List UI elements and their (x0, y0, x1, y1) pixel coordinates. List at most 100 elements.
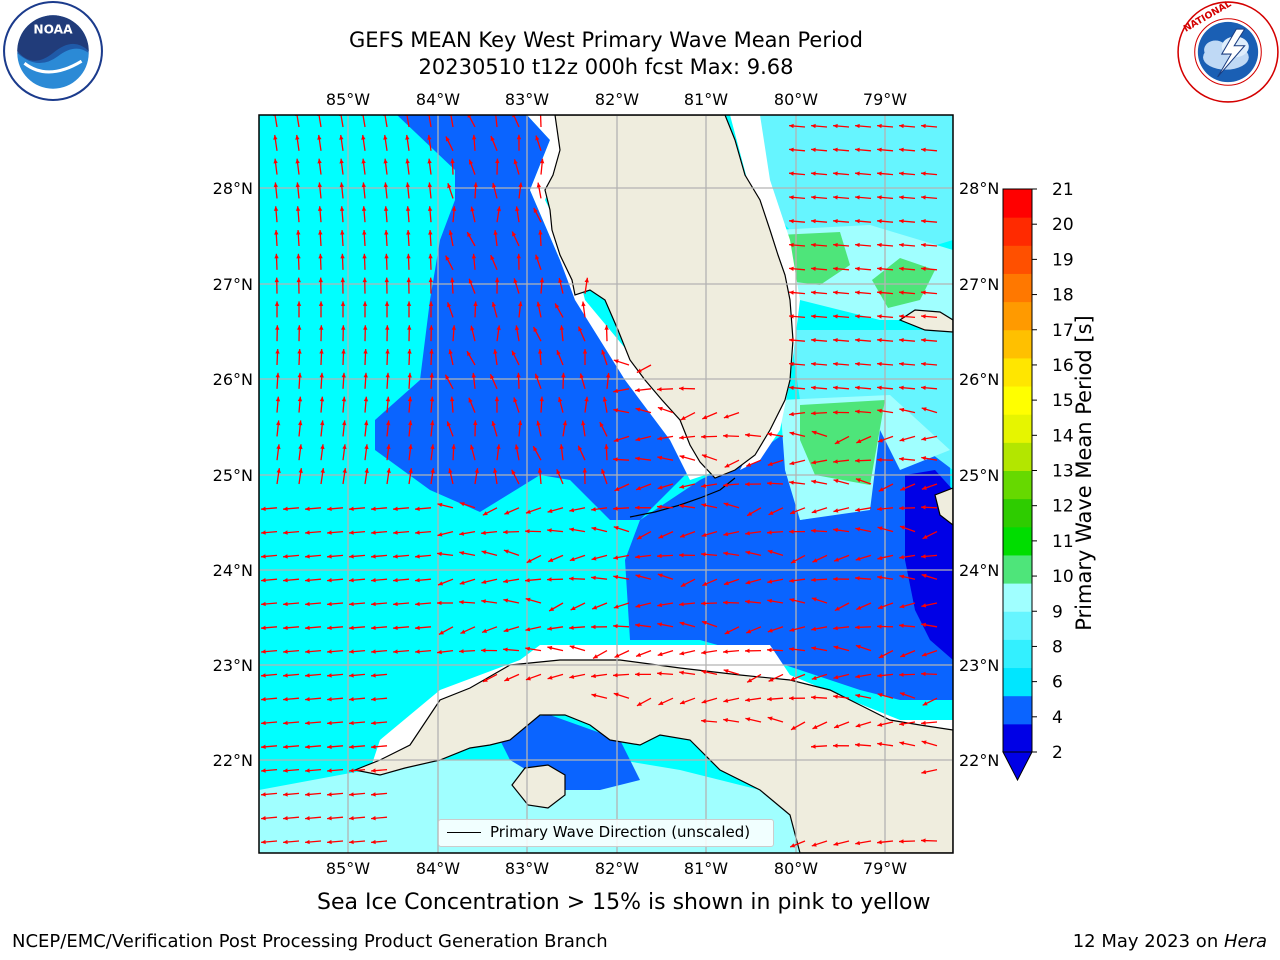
wave-direction-arrowhead (327, 816, 332, 821)
wave-direction-arrowhead (584, 396, 589, 402)
wave-direction-arrowhead (855, 123, 860, 129)
wave-direction-arrowhead (658, 534, 664, 539)
wave-direction-arrowhead (525, 509, 531, 514)
wave-direction-arrowhead (569, 674, 575, 679)
wave-direction-arrowhead (261, 720, 266, 726)
wave-direction-arrowhead (504, 510, 510, 515)
wave-direction-arrowhead (899, 574, 905, 579)
lat-label: 28°N (959, 179, 999, 198)
lat-label: 25°N (213, 466, 253, 485)
wave-direction-arrowhead (504, 677, 510, 682)
national-weather-service-logo-icon: NATIONAL (1177, 0, 1279, 103)
wave-direction-arrowhead (811, 430, 817, 435)
wave-direction-arrowhead (305, 506, 310, 511)
wave-direction-arrowhead (273, 158, 278, 164)
wave-direction-arrowhead (635, 672, 640, 677)
wave-direction-arrowhead (602, 396, 608, 402)
wave-direction-arrowhead (899, 385, 904, 390)
wave-direction-arrowhead (362, 253, 367, 259)
wave-direction-arrowhead (317, 158, 322, 164)
wave-direction-arrowhead (746, 629, 752, 634)
wave-direction-arrowhead (261, 697, 266, 702)
wave-direction-arrowhead (371, 649, 376, 654)
wave-direction-arrowhead (855, 195, 860, 200)
wave-direction-arrowhead (547, 528, 552, 533)
wave-direction-arrowhead (569, 645, 575, 650)
wave-direction-arrowhead (261, 839, 266, 845)
wave-direction-arrowhead (493, 230, 498, 235)
lat-label: 28°N (213, 179, 253, 198)
wave-direction-arrowhead (833, 195, 838, 200)
wave-direction-arrowhead (386, 468, 391, 473)
wave-direction-arrowhead (525, 529, 530, 534)
lat-lon-grid (259, 115, 953, 853)
wave-direction-arrowhead (406, 253, 411, 259)
wave-direction-arrowhead (791, 725, 796, 730)
wave-direction-arrowhead (833, 478, 839, 484)
period-contour-8-9s (259, 760, 953, 853)
wave-direction-arrowhead (393, 554, 398, 559)
wave-direction-arrowhead (811, 123, 816, 129)
wave-direction-arrowhead (384, 301, 390, 306)
wave-direction-arrowhead (494, 396, 500, 402)
wave-direction-arrowhead (789, 314, 794, 319)
wave-direction-arrowhead (283, 768, 288, 773)
wave-direction-arrowhead (833, 242, 838, 248)
wave-direction-arrowhead (921, 195, 926, 200)
wave-direction-arrowhead (428, 230, 433, 235)
wave-direction-arrowhead (349, 673, 354, 678)
wave-direction-arrowhead (503, 598, 509, 603)
wave-direction-arrowhead (273, 182, 278, 188)
wave-direction-arrowhead (327, 697, 332, 702)
wave-direction-arrowhead (408, 468, 413, 473)
wave-direction-arrowhead (833, 171, 838, 176)
wave-direction-arrowhead (327, 506, 332, 511)
wave-direction-arrowhead (261, 673, 266, 678)
colorbar-tick-label: 10 (1052, 567, 1074, 587)
wave-direction-arrowhead (767, 628, 773, 633)
wave-direction-arrowhead (471, 372, 476, 378)
wave-direction-arrowhead (327, 530, 332, 535)
wave-direction-arrowhead (702, 415, 708, 420)
wave-direction-arrowhead (767, 647, 772, 653)
wave-direction-arrowhead (473, 420, 478, 425)
wave-direction-arrowhead (327, 744, 332, 749)
wave-direction-arrowhead (723, 414, 729, 419)
wave-direction-arrowhead (317, 182, 322, 188)
wave-direction-arrowhead (494, 277, 500, 283)
wave-direction-arrowhead (679, 602, 684, 607)
wave-direction-arrowhead (450, 158, 455, 164)
wave-direction-arrowhead (789, 123, 794, 129)
wave-direction-arrowhead (582, 349, 588, 354)
wave-direction-arrowhead (723, 502, 729, 507)
wave-direction-arrowhead (789, 431, 795, 436)
wave-direction-arrowhead (834, 606, 840, 611)
wave-direction-arrow (296, 115, 300, 128)
wave-direction-arrowhead (535, 135, 540, 141)
wave-direction-arrowhead (298, 468, 303, 473)
wave-direction-arrowhead (723, 580, 729, 586)
wave-direction-arrowhead (855, 693, 861, 699)
land-cuba (352, 659, 953, 853)
wave-direction-arrowhead (428, 253, 433, 259)
wave-direction-arrowhead (273, 134, 278, 140)
wave-direction-arrowhead (283, 816, 288, 821)
wave-direction-arrowhead (283, 530, 288, 535)
wave-direction-arrowhead (317, 206, 323, 211)
wave-direction-arrowhead (349, 649, 354, 654)
wave-direction-arrowhead (745, 599, 750, 604)
wave-direction-arrowhead (393, 601, 398, 607)
wave-direction-arrowhead (503, 628, 509, 633)
wave-direction-arrowhead (877, 171, 882, 176)
wave-direction-arrowhead (514, 325, 520, 331)
wave-direction-arrowhead (724, 630, 730, 634)
wave-direction-arrowhead (320, 420, 325, 426)
wave-direction-arrowhead (833, 266, 838, 271)
wave-direction-arrowhead (297, 396, 303, 402)
wave-direction-arrowhead (518, 182, 523, 188)
wave-direction-arrowhead (496, 206, 501, 212)
lat-label: 27°N (213, 275, 253, 294)
wave-direction-arrowhead (613, 555, 619, 560)
wave-direction-arrowhead (459, 531, 465, 536)
colorbar-tick-labels: 21 20 19 18 17 16 15 14 13 12 11 10 9 8 6 4 2 (1032, 180, 1074, 763)
